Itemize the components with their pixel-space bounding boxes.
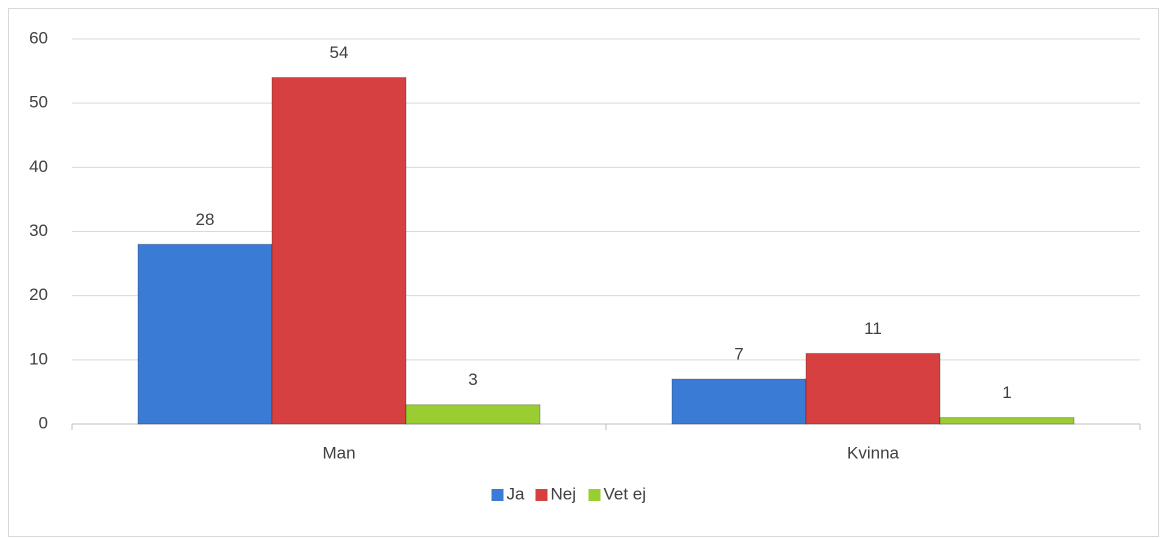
bar xyxy=(939,417,1075,425)
data-label: 28 xyxy=(196,210,215,229)
legend-swatch xyxy=(588,489,601,501)
y-tick-label: 40 xyxy=(29,157,48,176)
y-tick-label: 0 xyxy=(39,413,48,432)
y-tick-label: 30 xyxy=(29,221,48,240)
y-tick-label: 50 xyxy=(29,93,48,112)
legend-label: Ja xyxy=(507,484,526,503)
y-tick-label: 20 xyxy=(29,285,48,304)
legend-label: Nej xyxy=(551,484,577,503)
data-label: 11 xyxy=(864,319,882,338)
legend-label: Vet ej xyxy=(604,484,647,503)
bar xyxy=(405,404,541,425)
data-label: 7 xyxy=(734,345,743,364)
x-tick-label: Kvinna xyxy=(847,443,900,462)
legend-swatch xyxy=(491,489,504,501)
data-label: 3 xyxy=(468,370,477,389)
x-tick-label: Man xyxy=(322,443,355,462)
data-label: 1 xyxy=(1002,383,1011,402)
bar xyxy=(271,77,407,425)
y-tick-label: 10 xyxy=(29,349,48,368)
legend-swatch xyxy=(535,489,548,501)
bar xyxy=(805,352,941,425)
y-tick-label: 60 xyxy=(29,28,48,47)
bar xyxy=(671,378,807,425)
data-label: 54 xyxy=(330,43,349,62)
bar xyxy=(137,243,273,425)
